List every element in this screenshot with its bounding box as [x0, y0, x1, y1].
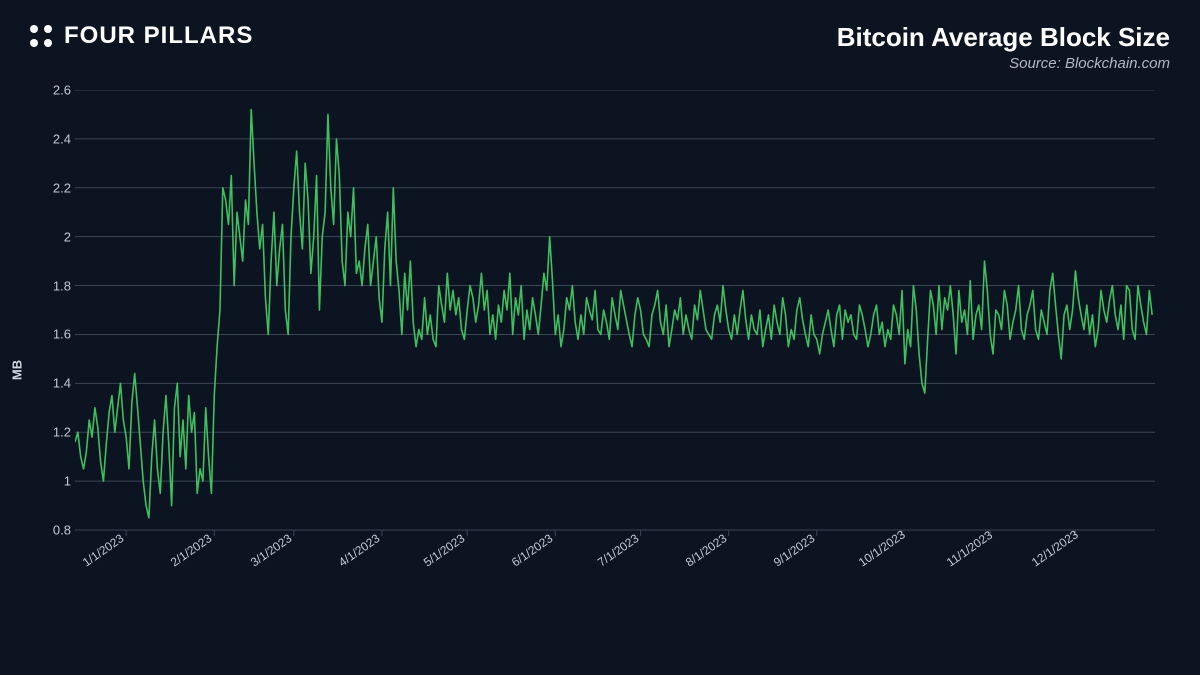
y-tick-label: 1.4 [37, 376, 71, 391]
line-chart [75, 90, 1175, 610]
y-tick-label: 2 [37, 229, 71, 244]
y-tick-label: 1.2 [37, 425, 71, 440]
brand-name: FOUR PILLARS [64, 22, 253, 50]
header: FOUR PILLARS Bitcoin Average Block Size … [0, 0, 1200, 82]
brand-logo-icon [30, 25, 52, 47]
chart-title: Bitcoin Average Block Size [837, 22, 1170, 53]
y-tick-label: 0.8 [37, 523, 71, 538]
title-block: Bitcoin Average Block Size Source: Block… [837, 22, 1170, 72]
chart-container: MB 0.811.21.41.61.822.22.42.61/1/20232/1… [35, 90, 1175, 650]
y-tick-label: 2.6 [37, 83, 71, 98]
y-tick-label: 2.4 [37, 131, 71, 146]
y-axis-label: MB [10, 360, 25, 380]
y-tick-label: 1 [37, 474, 71, 489]
y-tick-label: 2.2 [37, 180, 71, 195]
brand-logo: FOUR PILLARS [30, 22, 253, 50]
y-tick-label: 1.6 [37, 327, 71, 342]
chart-source: Source: Blockchain.com [837, 55, 1170, 72]
y-tick-label: 1.8 [37, 278, 71, 293]
series-line [75, 110, 1152, 518]
